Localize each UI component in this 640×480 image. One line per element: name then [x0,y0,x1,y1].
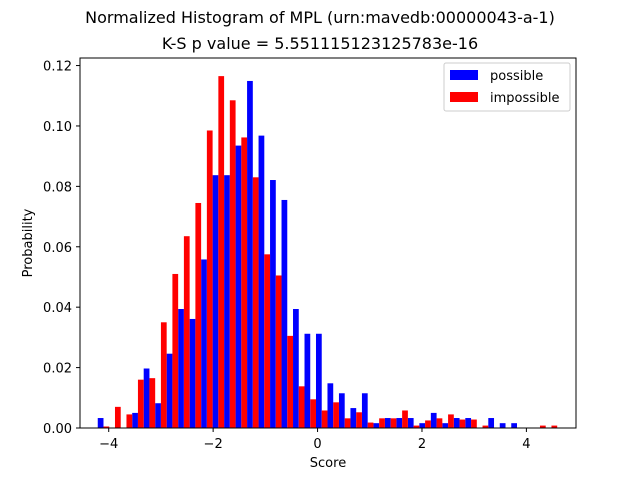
y-tick-label: 0.10 [43,120,72,135]
bar-impossible-32 [471,419,477,428]
x-tick-label: −4 [99,437,118,452]
y-tick-label: 0.12 [43,60,72,75]
bar-possible-19 [315,333,322,428]
bar-impossible-2 [126,414,133,428]
bar-impossible-24 [379,418,385,428]
bar-possible-6 [166,353,173,428]
bar-possible-20 [327,383,334,428]
legend-swatch-possible [450,70,478,80]
bar-impossible-29 [436,418,443,428]
bar-possible-3 [132,412,138,428]
legend-label-impossible: impossible [490,91,560,106]
bar-impossible-33 [482,425,489,428]
x-tick-label: 2 [418,437,426,452]
y-axis-label: Probability [21,208,36,277]
bar-impossible-26 [402,410,408,428]
bar-possible-24 [373,423,380,428]
bar-possible-12 [235,145,242,428]
y-tick-label: 0.06 [43,241,72,256]
bar-possible-0 [97,418,104,428]
bars-group [97,76,558,429]
bar-impossible-21 [344,418,351,428]
bar-impossible-5 [160,322,167,428]
y-tick-label: 0.00 [43,422,72,437]
bar-impossible-28 [425,420,431,428]
bar-impossible-25 [390,418,397,428]
bar-impossible-17 [298,386,305,428]
bar-possible-9 [201,259,207,428]
bar-possible-27 [407,418,414,428]
bar-impossible-14 [264,254,271,428]
bar-possible-32 [465,418,472,428]
plot-area-frame [79,57,577,429]
bar-impossible-9 [206,130,213,429]
legend-label-possible: possible [490,69,543,84]
bar-impossible-13 [252,177,259,428]
bar-impossible-20 [333,402,339,428]
bar-possible-13 [247,80,253,429]
y-axis-ticks: 0.00 0.02 0.04 0.06 0.08 0.10 0.12 [43,60,80,437]
y-tick-label: 0.04 [43,301,72,316]
bar-possible-10 [212,175,219,428]
bar-possible-31 [453,418,460,428]
bar-possible-35 [499,423,506,428]
legend: possible impossible [443,62,571,112]
bar-impossible-19 [321,410,328,428]
bar-possible-25 [384,418,391,428]
x-tick-label: 0 [313,437,321,452]
bar-impossible-16 [287,335,294,428]
bar-possible-11 [224,175,230,428]
bar-impossible-6 [172,273,179,428]
legend-swatch-impossible [450,92,478,102]
bar-impossible-7 [183,236,190,428]
bar-impossible-10 [218,76,225,429]
x-tick-label: −2 [204,437,223,452]
bar-possible-23 [361,393,368,428]
bar-possible-29 [430,412,437,428]
chart-subtitle: K-S p value = 5.551115123125783e-16 [162,34,478,53]
bar-impossible-0 [103,426,110,428]
bar-impossible-31 [459,419,466,428]
bar-impossible-8 [195,202,202,428]
bar-possible-15 [270,180,276,428]
bar-impossible-39 [551,425,558,428]
chart-title: Normalized Histogram of MPL (urn:mavedb:… [85,8,555,27]
bar-impossible-15 [275,275,282,428]
bar-impossible-27 [413,425,420,428]
bar-impossible-3 [137,379,144,428]
bar-possible-8 [189,318,196,428]
y-tick-label: 0.08 [43,180,72,195]
bar-possible-21 [338,393,345,428]
y-tick-label: 0.02 [43,362,72,377]
bar-possible-17 [293,309,299,428]
bar-possible-5 [155,403,161,428]
bar-possible-14 [258,135,265,428]
bar-impossible-4 [149,378,156,428]
bar-impossible-12 [241,137,248,428]
x-axis-ticks: −4 −2 0 2 4 [99,428,531,452]
bar-possible-22 [350,408,357,428]
bar-possible-36 [511,423,517,428]
bar-impossible-1 [114,406,121,428]
x-tick-label: 4 [522,437,530,452]
bar-impossible-30 [448,414,454,428]
bar-impossible-38 [539,425,546,428]
bar-possible-4 [143,368,150,428]
bar-possible-26 [396,418,403,428]
bar-possible-7 [178,309,184,428]
x-axis-label: Score [310,456,346,471]
bar-possible-16 [281,199,288,428]
bar-impossible-18 [310,399,316,428]
bar-possible-34 [488,418,495,428]
bar-possible-28 [419,423,426,428]
bar-possible-18 [304,333,311,428]
bar-impossible-23 [367,422,374,428]
bar-impossible-22 [356,412,362,428]
bar-impossible-11 [229,100,236,428]
bar-possible-30 [442,423,449,428]
